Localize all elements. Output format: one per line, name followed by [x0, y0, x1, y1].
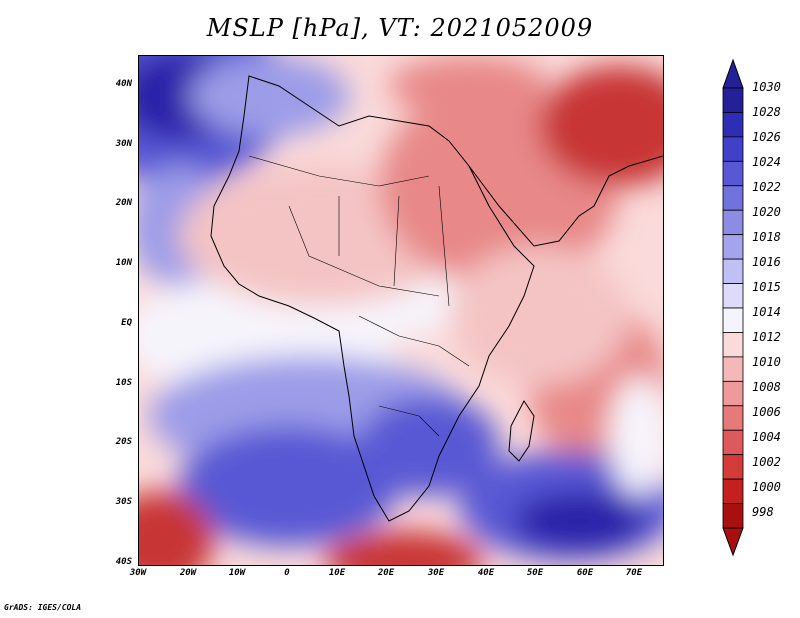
border-sahel [288, 205, 440, 297]
southern-africa-high [359, 396, 499, 496]
colorbar-level-label: 1006 [752, 405, 781, 419]
borders [248, 155, 470, 437]
colorbar-segment [722, 503, 744, 529]
lon-label: 30E [427, 568, 445, 578]
colorbar-level-label: 1020 [752, 205, 781, 219]
colorbar-segment [722, 454, 744, 480]
lon-label: 60E [576, 568, 594, 578]
lon-label: 50E [526, 568, 544, 578]
pressure-field [139, 56, 663, 565]
colorbar-segment [722, 87, 744, 113]
east-med-low [389, 56, 549, 116]
colorbar-level-label: 1022 [752, 180, 781, 194]
colorbar-level-label: 998 [752, 505, 774, 519]
border-south [378, 405, 440, 437]
colorbar-bottom-arrow [722, 527, 744, 557]
coastlines [210, 75, 663, 522]
lat-label: 40N [115, 79, 132, 89]
colorbar-segment [722, 112, 744, 138]
colorbar-segment [722, 429, 744, 456]
colorbar-svg [722, 58, 744, 557]
cape-low [324, 531, 484, 565]
colorbar-segment [722, 209, 744, 236]
south-indian-high-core [514, 491, 644, 551]
colorbar-level-label: 1018 [752, 230, 781, 244]
mslp-map-svg [139, 56, 663, 565]
lon-label: 10W [228, 568, 246, 578]
lon-label: 70E [625, 568, 643, 578]
colorbar-level-label: 1026 [752, 130, 781, 144]
colorbar-segment [722, 356, 744, 382]
lat-label: 30N [115, 139, 132, 149]
lat-label: 10S [115, 378, 132, 388]
mslp-map [138, 55, 664, 566]
colorbar-level-label: 1016 [752, 255, 781, 269]
colorbar-level-label: 1030 [752, 80, 781, 94]
lat-label: 40S [115, 557, 132, 567]
colorbar-level-label: 1010 [752, 355, 781, 369]
arabia-outline [468, 155, 663, 247]
colorbar-segment [722, 234, 744, 260]
colorbar-level-label: 1008 [752, 380, 781, 394]
east-neutral-zone [609, 376, 663, 496]
lon-label: 10E [328, 568, 346, 578]
colorbar-level-label: 1024 [752, 155, 781, 169]
colorbar-top-arrow [722, 58, 744, 89]
madagascar-outline [508, 400, 535, 462]
colorbar-segment [722, 405, 744, 431]
somali-low [449, 246, 629, 386]
border-north [248, 155, 430, 187]
lat-label: EQ [121, 318, 132, 328]
lon-label: 20W [179, 568, 197, 578]
lat-label: 10N [115, 258, 132, 268]
colorbar-segment [722, 283, 744, 309]
lat-label: 20S [115, 437, 132, 447]
colorbar-level-label: 1000 [752, 480, 781, 494]
footer-credit: GrADS: IGES/COLA [4, 603, 82, 612]
border-central [358, 315, 470, 367]
colorbar-segment [722, 478, 744, 504]
colorbar-level-label: 1028 [752, 105, 781, 119]
lon-label: 30W [129, 568, 147, 578]
iran-low [539, 66, 663, 186]
colorbar-segment [722, 258, 744, 284]
colorbar-level-label: 1012 [752, 330, 781, 344]
colorbar-level-label: 1002 [752, 455, 781, 469]
colorbar-segment [722, 380, 744, 407]
africa-outline [210, 75, 535, 522]
colorbar-level-label: 1015 [752, 280, 781, 294]
border-verticals [338, 185, 450, 307]
colorbar-segment [722, 185, 744, 211]
colorbar-segment [722, 136, 744, 162]
lon-label: 40E [477, 568, 495, 578]
chart-title: MSLP [hPa], VT: 2021052009 [206, 14, 594, 42]
southwest-low [139, 491, 214, 565]
lat-label: 20N [115, 198, 132, 208]
colorbar-segment [722, 307, 744, 333]
colorbar-segment [722, 332, 744, 358]
colorbar-segment [722, 160, 744, 187]
mediterranean-high [189, 56, 349, 136]
lat-label: 30S [115, 497, 132, 507]
south-atlantic-high [179, 426, 399, 546]
colorbar-level-label: 1014 [752, 305, 781, 319]
colorbar-level-label: 1004 [752, 430, 781, 444]
lon-label: 20E [377, 568, 395, 578]
colorbar-segments [722, 87, 744, 529]
lon-label: 0 [284, 568, 290, 578]
